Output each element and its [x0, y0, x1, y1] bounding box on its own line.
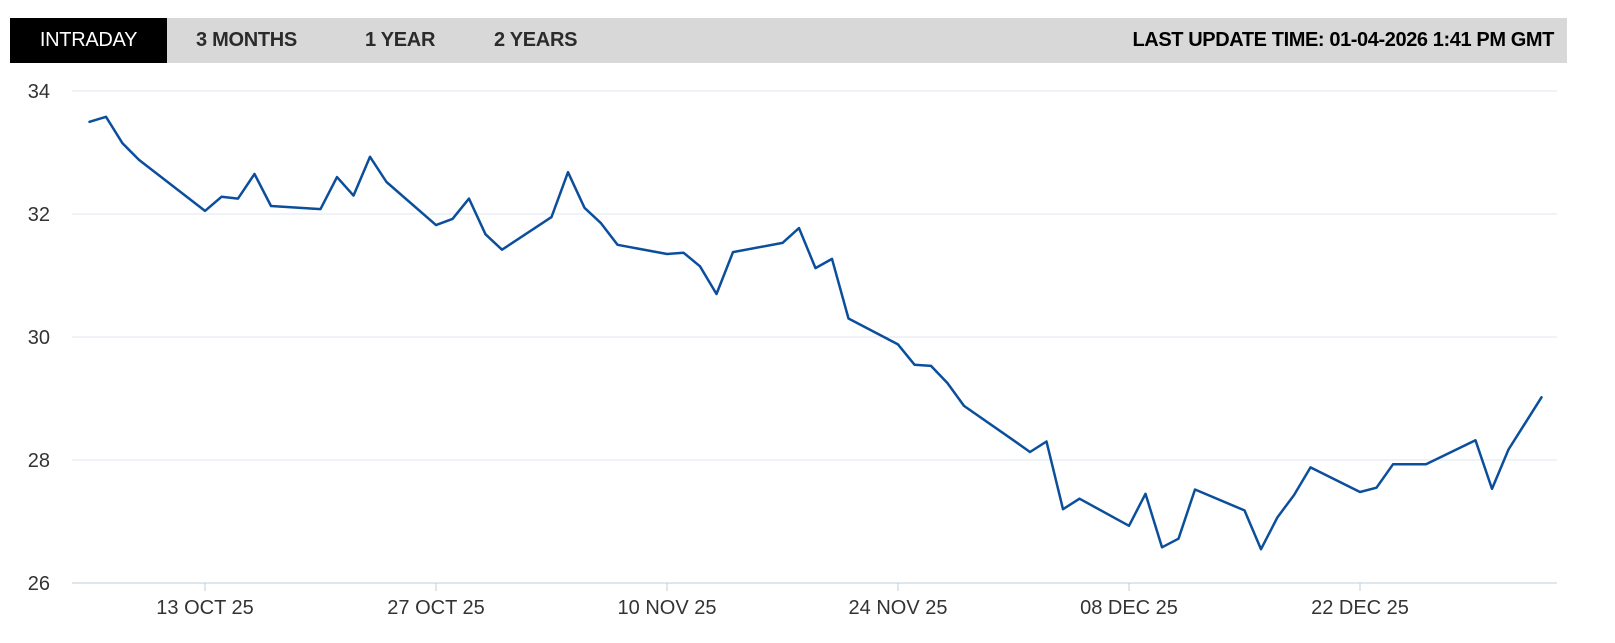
- x-tick-label: 08 DEC 25: [1080, 597, 1178, 619]
- tab-3-months[interactable]: 3 MONTHS: [196, 29, 297, 51]
- tab-intraday[interactable]: INTRADAY: [10, 18, 167, 63]
- y-tick-label: 34: [28, 81, 50, 103]
- y-tick-label: 30: [28, 327, 50, 349]
- price-series-line: [88, 115, 1543, 551]
- y-tick-label: 28: [28, 450, 50, 472]
- x-tick-label: 13 OCT 25: [156, 597, 253, 619]
- y-tick-label: 26: [28, 573, 50, 595]
- x-tick-label: 24 NOV 25: [849, 597, 948, 619]
- x-tick-label: 22 DEC 25: [1311, 597, 1409, 619]
- x-tick-label: 27 OCT 25: [387, 597, 484, 619]
- tab-2-years[interactable]: 2 YEARS: [494, 29, 578, 51]
- y-tick-label: 32: [28, 204, 50, 226]
- x-tick-label: 10 NOV 25: [618, 597, 717, 619]
- last-update-time: LAST UPDATE TIME: 01-04-2026 1:41 PM GMT: [1132, 29, 1554, 51]
- tab-1-year[interactable]: 1 YEAR: [365, 29, 436, 51]
- range-tab-bar: INTRADAY 3 MONTHS 1 YEAR 2 YEARS LAST UP…: [10, 18, 1567, 63]
